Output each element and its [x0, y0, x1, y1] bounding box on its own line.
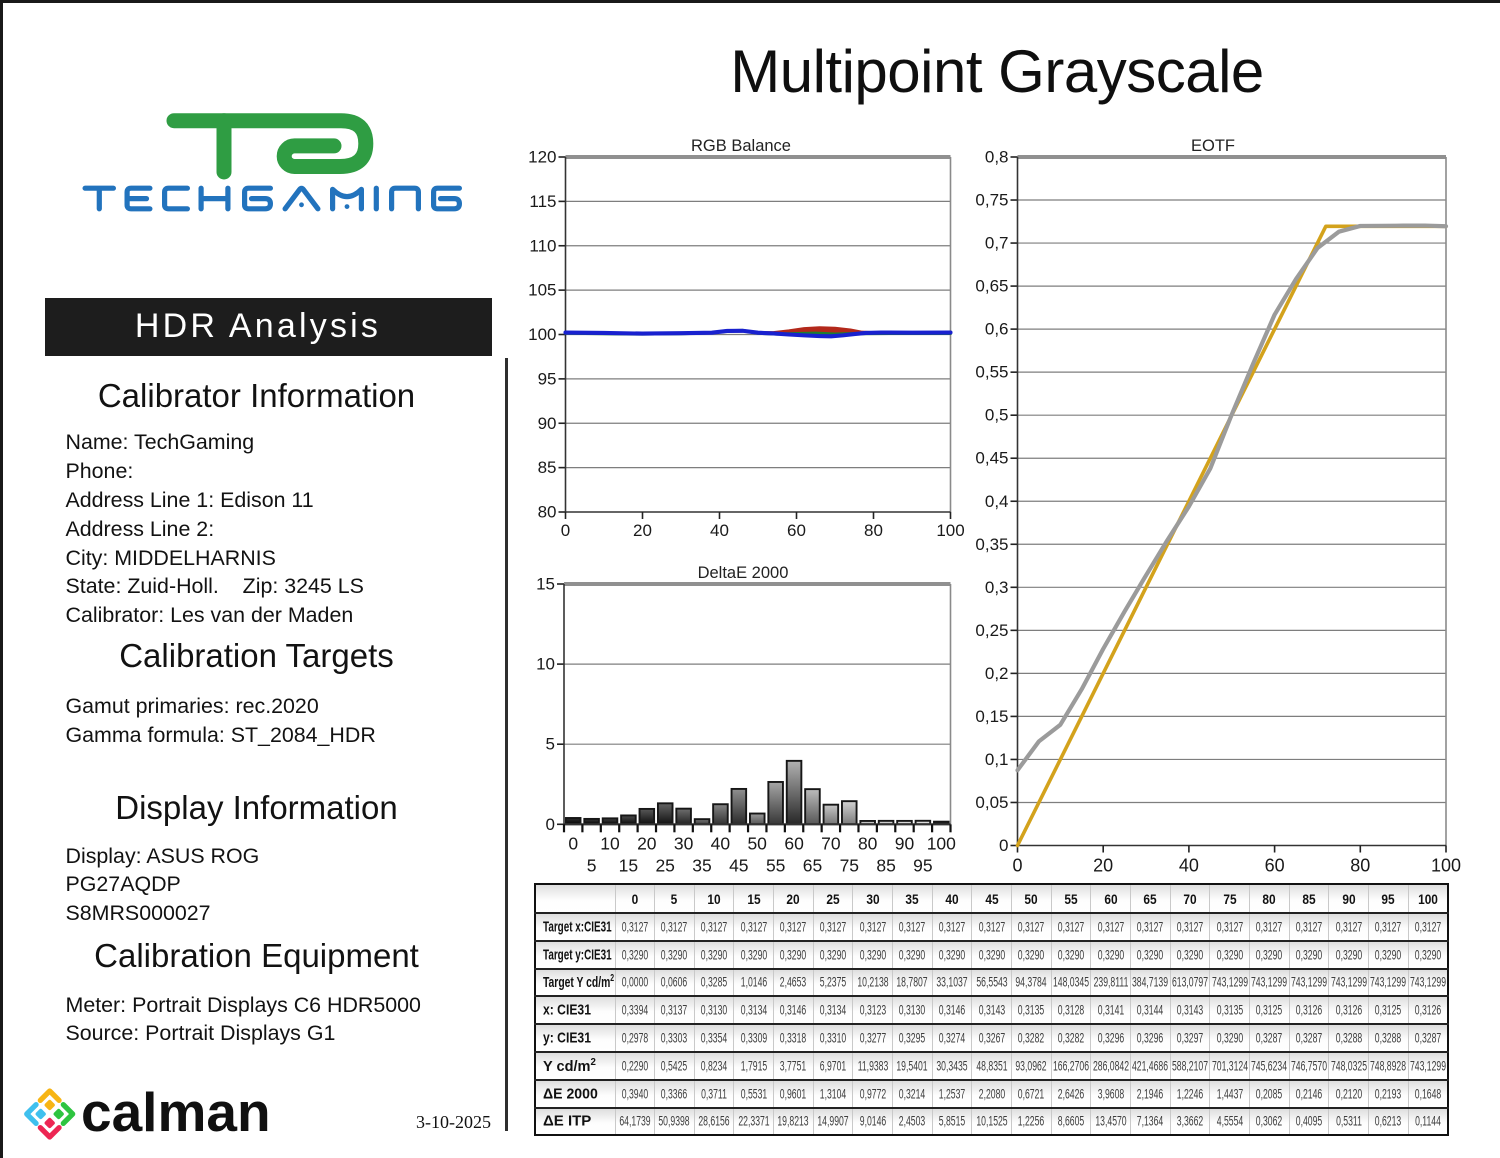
svg-text:100: 100: [936, 521, 964, 540]
svg-text:RGB Balance: RGB Balance: [691, 137, 791, 155]
svg-text:80: 80: [858, 833, 878, 853]
svg-text:15: 15: [536, 575, 555, 594]
svg-text:45: 45: [729, 855, 748, 875]
svg-text:80: 80: [538, 503, 557, 522]
svg-text:105: 105: [528, 281, 556, 300]
svg-text:50: 50: [747, 833, 767, 853]
svg-text:0,3: 0,3: [985, 578, 1009, 597]
svg-text:0,8: 0,8: [985, 148, 1009, 167]
svg-text:0,25: 0,25: [975, 621, 1008, 640]
svg-text:100: 100: [927, 833, 956, 853]
svg-text:40: 40: [710, 521, 729, 540]
svg-text:80: 80: [864, 521, 883, 540]
svg-text:0,7: 0,7: [985, 234, 1009, 253]
svg-text:20: 20: [637, 833, 657, 853]
svg-text:40: 40: [1179, 856, 1199, 876]
svg-text:0,4: 0,4: [985, 492, 1009, 511]
svg-text:0,55: 0,55: [975, 363, 1008, 382]
svg-text:90: 90: [895, 833, 915, 853]
svg-text:115: 115: [529, 192, 556, 211]
svg-text:DeltaE 2000: DeltaE 2000: [698, 564, 789, 582]
svg-text:0,35: 0,35: [975, 535, 1008, 554]
svg-text:0,15: 0,15: [975, 707, 1008, 726]
svg-text:40: 40: [711, 833, 731, 853]
svg-text:0,6: 0,6: [985, 320, 1009, 339]
svg-text:10: 10: [536, 655, 555, 674]
svg-text:0: 0: [546, 815, 555, 834]
svg-text:5: 5: [587, 855, 597, 875]
svg-text:0,2: 0,2: [985, 664, 1009, 683]
svg-text:90: 90: [538, 414, 557, 433]
svg-text:100: 100: [1431, 856, 1461, 876]
svg-text:0: 0: [999, 836, 1008, 855]
svg-text:55: 55: [766, 855, 785, 875]
svg-text:95: 95: [538, 369, 557, 388]
svg-text:35: 35: [692, 855, 711, 875]
svg-text:0,05: 0,05: [975, 793, 1008, 812]
svg-text:110: 110: [529, 236, 556, 255]
svg-text:0,45: 0,45: [975, 449, 1008, 468]
svg-text:85: 85: [538, 458, 557, 477]
svg-text:0,75: 0,75: [975, 191, 1008, 210]
svg-text:60: 60: [784, 833, 804, 853]
svg-text:60: 60: [787, 521, 806, 540]
svg-text:30: 30: [674, 833, 694, 853]
svg-text:80: 80: [1350, 856, 1370, 876]
svg-text:20: 20: [633, 521, 652, 540]
svg-text:120: 120: [528, 148, 556, 167]
svg-text:65: 65: [803, 855, 822, 875]
svg-text:5: 5: [546, 735, 555, 754]
svg-text:75: 75: [840, 855, 859, 875]
svg-text:0,5: 0,5: [985, 406, 1009, 425]
svg-text:85: 85: [876, 855, 895, 875]
svg-text:10: 10: [600, 833, 620, 853]
svg-text:100: 100: [528, 325, 556, 344]
svg-text:70: 70: [821, 833, 841, 853]
svg-text:20: 20: [1093, 856, 1113, 876]
svg-text:0,65: 0,65: [975, 277, 1008, 296]
svg-text:0,1: 0,1: [985, 750, 1009, 769]
svg-text:0: 0: [561, 521, 570, 540]
svg-text:EOTF: EOTF: [1191, 137, 1235, 155]
svg-text:15: 15: [619, 855, 638, 875]
svg-text:0: 0: [1012, 856, 1022, 876]
svg-text:60: 60: [1265, 856, 1285, 876]
svg-text:25: 25: [655, 855, 674, 875]
svg-text:95: 95: [913, 855, 932, 875]
svg-text:0: 0: [568, 833, 578, 853]
